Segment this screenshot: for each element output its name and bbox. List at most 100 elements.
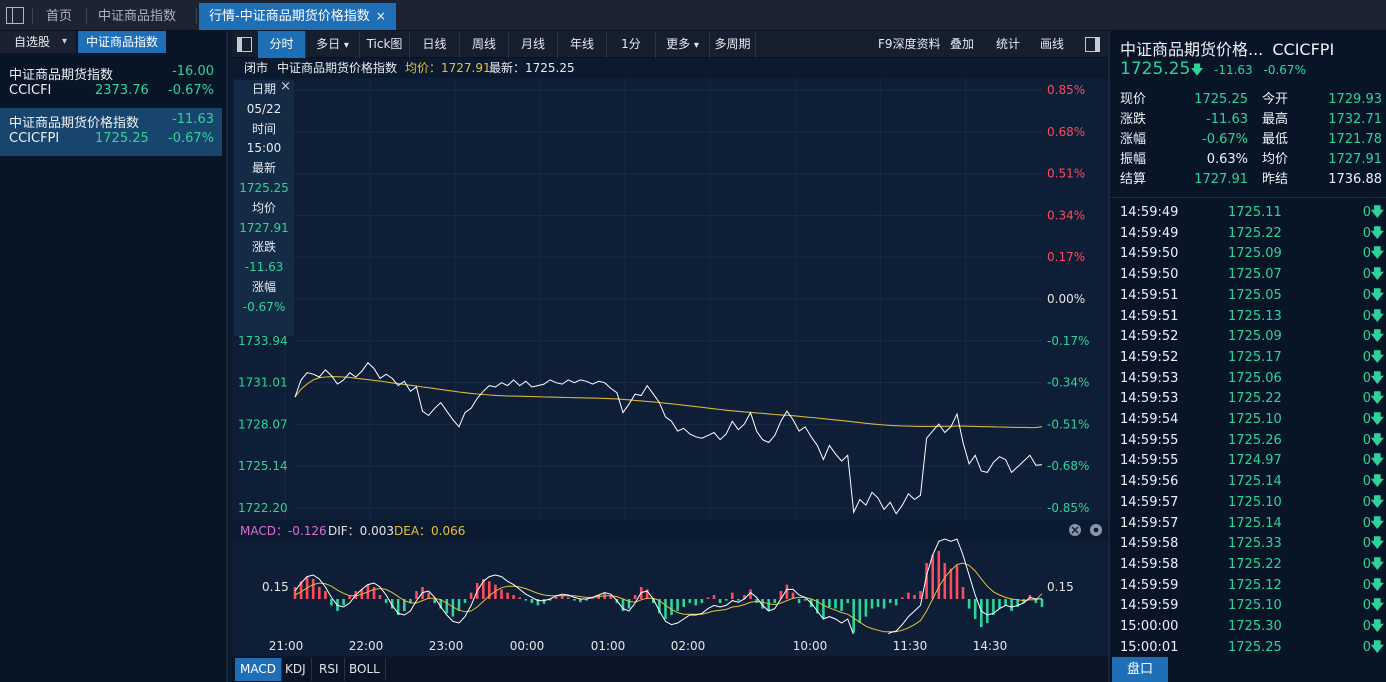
tick-volume: 0 [1362, 536, 1371, 552]
x-tick-label: 02:00 [671, 639, 706, 653]
tick-time: 14:59:49 [1120, 225, 1179, 241]
down-arrow-icon: 🡇 [1370, 391, 1384, 407]
series-line-price [294, 362, 1043, 515]
tick-price: 1725.10 [1228, 412, 1282, 427]
x-tick-label: 00:00 [510, 639, 545, 653]
tick-row: 14:59:59 1725.10 0 🡇 [1110, 596, 1386, 617]
x-tick-label: 22:00 [349, 639, 384, 653]
tab-multi-period[interactable]: 多周期 [710, 31, 756, 58]
down-arrow-icon: 🡇 [1370, 432, 1384, 448]
quote-change-value: -11.63 [1214, 63, 1253, 77]
collapse-right-icon[interactable] [1085, 37, 1100, 52]
intraday-chart: 1733.94 1731.01 1728.07 1725.14 1722.20 0.85%… [232, 78, 1108, 656]
tab-label: 年线 [569, 37, 594, 51]
order-book-button[interactable]: 盘口 [1112, 657, 1168, 682]
tick-volume: 0 [1362, 515, 1371, 531]
tab-label: 月线 [520, 37, 545, 51]
quote-title: 中证商品期货价格... CCICFPI [1120, 36, 1334, 60]
quote-key: 涨跌 [1120, 112, 1147, 127]
tab-separator [32, 8, 33, 24]
watch-item-selected[interactable]: 中证商品期货价格指数 -11.63 CCICFPI 1725.25 -0.67% [0, 108, 222, 156]
tooltip-key: 涨幅 [251, 279, 276, 294]
indicator-tab-kdj[interactable]: KDJ [280, 658, 312, 681]
tooltip-value: -0.67% [242, 299, 286, 314]
tick-price: 1724.97 [1228, 453, 1282, 469]
macd-y-tick-left: 0.15 [262, 580, 289, 594]
tick-time: 14:59:55 [1120, 432, 1179, 448]
crosshair-tooltip: × 日期 05/22 时间 15:00 最新 1725.25 均价 1727.9… [234, 80, 294, 336]
tooltip-key: 时间 [251, 121, 276, 136]
y-tick-left: 1731.01 [238, 376, 288, 390]
tab-label: 分时 [269, 37, 294, 51]
y-tick-right: 0.00% [1047, 292, 1085, 306]
tick-volume: 0 [1362, 287, 1371, 303]
last-price-readout: 最新：1725.25 [489, 61, 575, 75]
tick-time: 14:59:59 [1120, 577, 1179, 593]
down-arrow-icon: 🡇 [1370, 267, 1384, 283]
tick-price: 1725.22 [1228, 391, 1282, 407]
tab-tick[interactable]: Tick图 [360, 31, 410, 58]
tab-home[interactable]: 首页 [36, 3, 82, 30]
down-arrow-icon: 🡇 [1190, 63, 1204, 78]
y-tick-left: 1733.94 [238, 334, 288, 348]
quote-key: 涨幅 [1120, 132, 1147, 147]
tab-intraday[interactable]: 分时 [258, 31, 306, 58]
tick-time: 14:59:51 [1120, 308, 1179, 324]
tab-label: Tick图 [366, 37, 403, 51]
quote-key: 昨结 [1262, 172, 1289, 187]
tab-monthly[interactable]: 月线 [509, 31, 558, 58]
watchlist-dropdown-icon[interactable]: ▾ [62, 36, 68, 47]
tick-row: 14:59:55 1725.26 0 🡇 [1110, 431, 1386, 452]
tick-time: 14:59:57 [1120, 515, 1179, 531]
macd-plot-bg [232, 540, 1108, 634]
y-tick-right: -0.85% [1047, 501, 1089, 515]
quote-change: -11.63 -0.67% [1214, 63, 1306, 77]
macd-header-bg [232, 520, 1108, 540]
tab-more[interactable]: 更多 ▾ [656, 31, 710, 58]
close-tooltip-icon[interactable]: × [280, 79, 291, 94]
tab-label: 1分 [621, 37, 641, 51]
chevron-down-icon: ▾ [693, 40, 699, 51]
tab-daily[interactable]: 日线 [410, 31, 460, 58]
stats-button[interactable]: 统计 [996, 31, 1020, 58]
tooltip-key: 涨跌 [251, 240, 276, 255]
close-tab-icon[interactable]: × [375, 9, 386, 23]
tick-row: 14:59:50 1725.09 0 🡇 [1110, 244, 1386, 265]
quote-value: -0.67% [1202, 132, 1248, 147]
f9-data-button[interactable]: F9深度资料 [878, 31, 941, 58]
tab-index[interactable]: 中证商品指数 [88, 3, 186, 30]
tick-row: 14:59:53 1725.06 0 🡇 [1110, 369, 1386, 390]
draw-button[interactable]: 画线 [1040, 31, 1064, 58]
tick-row: 14:59:51 1725.13 0 🡇 [1110, 307, 1386, 328]
collapse-left-icon[interactable] [237, 37, 252, 52]
tick-volume: 0 [1362, 225, 1371, 241]
x-tick-label: 21:00 [269, 639, 304, 653]
tick-time: 14:59:59 [1120, 598, 1179, 614]
watch-item[interactable]: 中证商品期货指数 -16.00 CCICFI 2373.76 -0.67% [0, 60, 222, 108]
indicator-tab-macd[interactable]: MACD [235, 658, 282, 681]
quote-value: 1721.78 [1328, 132, 1382, 147]
tooltip-value: -11.63 [244, 260, 284, 275]
chart-area[interactable]: 1733.94 1731.01 1728.07 1725.14 1722.20 0.85%… [232, 78, 1108, 656]
tab-weekly[interactable]: 周线 [460, 31, 509, 58]
watchlist-button[interactable]: 自选股 ▾ [0, 31, 76, 53]
tab-quote-active[interactable]: 行情-中证商品期货价格指数 × [199, 3, 396, 30]
quote-row: 结算 1727.91 昨结 1736.88 [1110, 170, 1386, 190]
tab-1min[interactable]: 1分 [607, 31, 656, 58]
indicator-tab-boll[interactable]: BOLL [344, 658, 386, 681]
tick-row: 14:59:52 1725.17 0 🡇 [1110, 348, 1386, 369]
layout-toggle-icon[interactable] [6, 7, 24, 24]
series-line-avg [294, 376, 1043, 429]
tab-multi-day[interactable]: 多日 ▾ [306, 31, 360, 58]
watch-item-price: 1725.25 [95, 131, 149, 146]
y-tick-right: 0.68% [1047, 125, 1085, 139]
tick-row: 14:59:55 1724.97 0 🡇 [1110, 451, 1386, 472]
tick-volume: 0 [1362, 329, 1371, 345]
quote-row: 现价 1725.25 今开 1729.93 [1110, 90, 1386, 110]
tab-yearly[interactable]: 年线 [558, 31, 607, 58]
overlay-button[interactable]: 叠加 [950, 31, 974, 58]
quote-price-value: 1725.25 [1120, 59, 1191, 79]
index-button[interactable]: 中证商品指数 [78, 31, 166, 53]
indicator-tab-rsi[interactable]: RSI [314, 658, 345, 681]
down-arrow-icon: 🡇 [1370, 577, 1384, 593]
